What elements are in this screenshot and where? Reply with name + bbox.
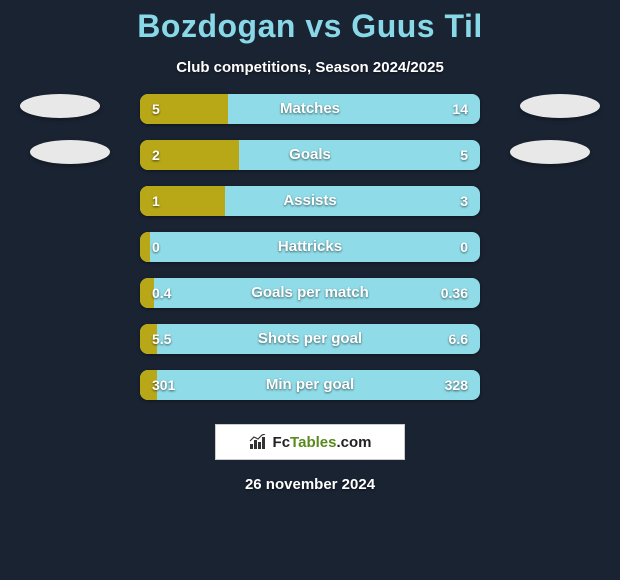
- right-value: 6.6: [449, 324, 468, 354]
- left-value: 0.4: [152, 278, 171, 308]
- brand-badge[interactable]: FcTables.com: [215, 424, 405, 460]
- right-value: 328: [445, 370, 468, 400]
- bar-container: 0 0Hattricks: [140, 232, 480, 262]
- bar-container: 0.4 0.36Goals per match: [140, 278, 480, 308]
- left-value: 5: [152, 94, 160, 124]
- bar-container: 514Matches: [140, 94, 480, 124]
- right-value: 5: [460, 140, 468, 170]
- stat-row: 13Assists: [0, 186, 620, 232]
- chart-icon: [249, 434, 267, 450]
- left-value: 1: [152, 186, 160, 216]
- stat-name: Goals per match: [140, 278, 480, 308]
- player-badge-ellipse: [20, 94, 100, 118]
- left-value: 2: [152, 140, 160, 170]
- bar-container: 5.5 6.6Shots per goal: [140, 324, 480, 354]
- left-value: 0: [152, 232, 160, 262]
- subtitle: Club competitions, Season 2024/2025: [0, 59, 620, 76]
- brand-dotcom: .com: [336, 434, 371, 451]
- stat-row: 0 0Hattricks: [0, 232, 620, 278]
- right-value: 0: [460, 232, 468, 262]
- stat-name: Min per goal: [140, 370, 480, 400]
- right-value: 0.36: [441, 278, 468, 308]
- bar-container: 25Goals: [140, 140, 480, 170]
- bar-container: 13Assists: [140, 186, 480, 216]
- date-label: 26 november 2024: [0, 476, 620, 493]
- brand-tables: Tables: [290, 434, 336, 451]
- bar-left: [140, 232, 150, 262]
- page-title: Bozdogan vs Guus Til: [0, 0, 620, 45]
- stat-row: 5.5 6.6Shots per goal: [0, 324, 620, 370]
- stat-row: 0.4 0.36Goals per match: [0, 278, 620, 324]
- comparison-chart: 514Matches25Goals13Assists00Hattricks0.4…: [0, 94, 620, 416]
- left-value: 301: [152, 370, 175, 400]
- stat-row: 301 328Min per goal: [0, 370, 620, 416]
- player-badge-ellipse: [510, 140, 590, 164]
- player-badge-ellipse: [30, 140, 110, 164]
- stat-name: Hattricks: [140, 232, 480, 262]
- left-value: 5.5: [152, 324, 171, 354]
- player-badge-ellipse: [520, 94, 600, 118]
- brand-fc: Fc: [273, 434, 291, 451]
- stat-name: Shots per goal: [140, 324, 480, 354]
- right-value: 14: [452, 94, 468, 124]
- right-value: 3: [460, 186, 468, 216]
- bar-container: 301 328Min per goal: [140, 370, 480, 400]
- brand-text: FcTables.com: [273, 434, 372, 451]
